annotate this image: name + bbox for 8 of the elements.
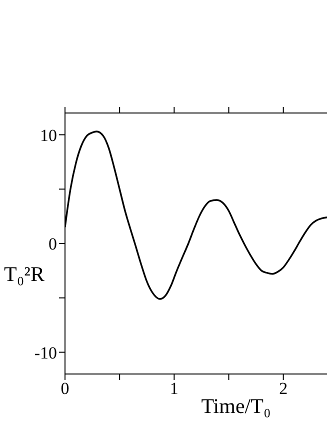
x-tick-label: 0 <box>60 379 70 398</box>
x-axis-title: Time/T₀ <box>201 394 271 418</box>
y-tick-label: 0 <box>48 234 57 254</box>
x-tick-label: 2 <box>279 379 288 398</box>
y-axis-title: T₀²R <box>4 262 44 286</box>
y-tick-label: 10 <box>40 126 57 145</box>
y-tick-label: -10 <box>34 343 57 362</box>
x-tick-label: 1 <box>170 379 178 398</box>
